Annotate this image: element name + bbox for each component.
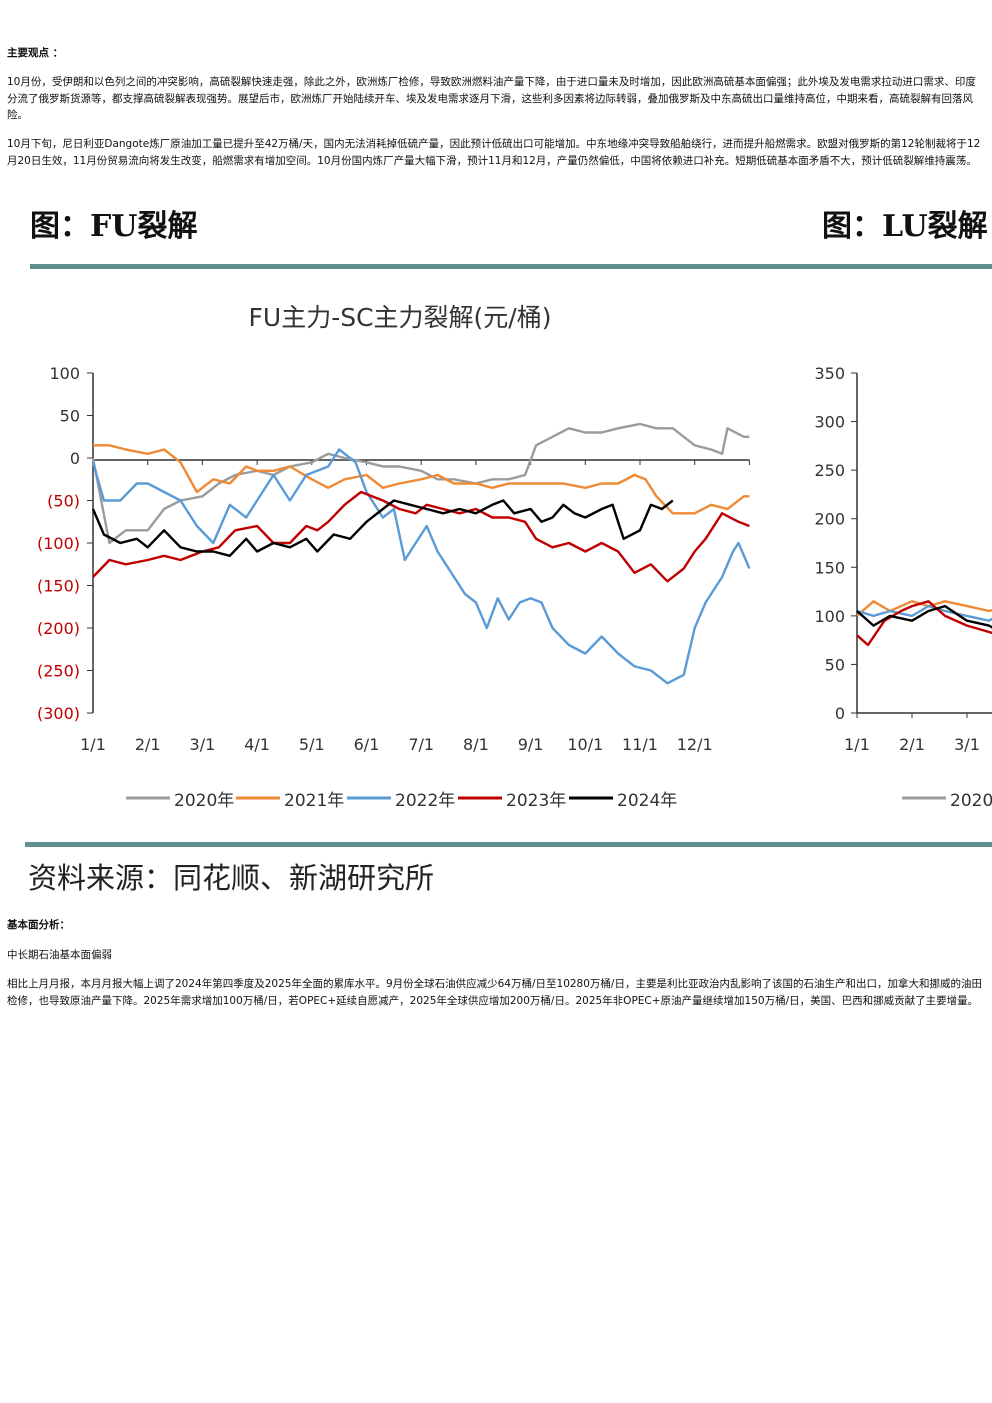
figure-title-fu: 图：FU裂解 xyxy=(30,209,197,244)
figure-crack-spreads: 图：FU裂解 图：LU裂解 FU主力-SC主力裂解(元/桶) 100 50 0 (50… xyxy=(0,195,992,910)
lu-crack-chart: 350 300 250 200 150 100 50 0 1/1 2/1 3/1 xyxy=(814,364,992,754)
x-tick-label: 1/1 xyxy=(80,735,106,754)
source-note: 资料来源：同花顺、新湖研究所 xyxy=(28,861,434,895)
y-tick-label: 100 xyxy=(49,364,80,383)
y-tick-label: (50) xyxy=(47,492,80,511)
y-tick-label: 350 xyxy=(814,364,845,383)
y-tick-label: 100 xyxy=(814,607,845,626)
y-tick-label: 0 xyxy=(70,449,80,468)
fu-crack-chart: 100 50 0 (50) (100) (150) (200) (250) (300)1/1 2/… xyxy=(37,364,751,754)
lu-legend-label-2020: 2020 xyxy=(950,791,992,811)
x-tick-label: 3/1 xyxy=(190,735,216,754)
y-tick-label: (200) xyxy=(37,619,80,638)
fu-chart-title: FU主力-SC主力裂解(元/桶) xyxy=(249,303,552,332)
top-divider-line xyxy=(30,264,992,269)
legend-label-2023: 2023年 xyxy=(506,791,566,811)
y-tick-label: 50 xyxy=(825,655,845,674)
x-tick-label: 2/1 xyxy=(135,735,161,754)
legend-label-2021: 2021年 xyxy=(284,791,344,811)
bottom-divider-line xyxy=(25,842,992,847)
series-line-series-0 xyxy=(856,600,992,617)
x-tick-label: 7/1 xyxy=(408,735,434,754)
y-tick-label: (300) xyxy=(37,704,80,723)
section-heading-main-points: 主要观点 ： xyxy=(7,47,64,59)
figure-svg: 图：FU裂解 图：LU裂解 FU主力-SC主力裂解(元/桶) 100 50 0 (50… xyxy=(25,209,992,895)
y-tick-label: (100) xyxy=(37,534,80,553)
series-line-2021年 xyxy=(93,444,750,515)
section-heading-fundamentals: 基本面分析： xyxy=(7,919,70,931)
x-tick-label: 8/1 xyxy=(463,735,489,754)
x-tick-label: 3/1 xyxy=(954,735,980,754)
x-tick-label: 1/1 xyxy=(844,735,870,754)
y-tick-label: 0 xyxy=(835,704,845,723)
paragraph-fu-view: 10月份，受伊朗和以色列之间的冲突影响，高硫裂解快速走强，除此之外，欧洲炼厂检修… xyxy=(7,76,976,121)
y-tick-label: (150) xyxy=(37,577,80,596)
legend-label-2022: 2022年 xyxy=(395,791,455,811)
series-line-series-3 xyxy=(856,604,992,629)
y-tick-label: 200 xyxy=(814,510,845,529)
subheading-long-term: 中长期石油基本面偏弱 xyxy=(7,949,112,961)
y-tick-label: 250 xyxy=(814,461,845,480)
y-tick-label: 50 xyxy=(60,407,80,426)
x-tick-label: 6/1 xyxy=(354,735,380,754)
x-tick-label: 11/1 xyxy=(622,735,658,754)
series-line-2023年 xyxy=(92,490,750,583)
series-line-2022年 xyxy=(91,448,751,685)
legend-label-2020: 2020年 xyxy=(174,791,234,811)
legend-label-2024: 2024年 xyxy=(617,791,677,811)
y-tick-label: (250) xyxy=(37,662,80,681)
paragraph-fundamentals: 相比上月月报，本月月报大幅上调了2024年第四季度及2025年全面的累库水平。9… xyxy=(7,978,982,1007)
y-tick-label: 300 xyxy=(814,413,845,432)
x-tick-label: 5/1 xyxy=(299,735,325,754)
fu-legend: 2020年 2021年 2022年 2023年 2024年 xyxy=(126,791,677,811)
y-tick-label: 150 xyxy=(814,558,845,577)
x-tick-label: 10/1 xyxy=(567,735,603,754)
x-tick-label: 4/1 xyxy=(244,735,270,754)
figure-title-lu: 图：LU裂解 xyxy=(822,209,988,244)
x-tick-label: 2/1 xyxy=(899,735,925,754)
series-line-2024年 xyxy=(91,499,674,557)
paragraph-lu-view: 10月下旬，尼日利亚Dangote炼厂原油加工量已提升至42万桶/天，国内无法消… xyxy=(7,138,981,167)
lu-legend: 2020 xyxy=(902,791,992,811)
x-tick-label: 12/1 xyxy=(677,735,713,754)
x-tick-label: 9/1 xyxy=(518,735,544,754)
